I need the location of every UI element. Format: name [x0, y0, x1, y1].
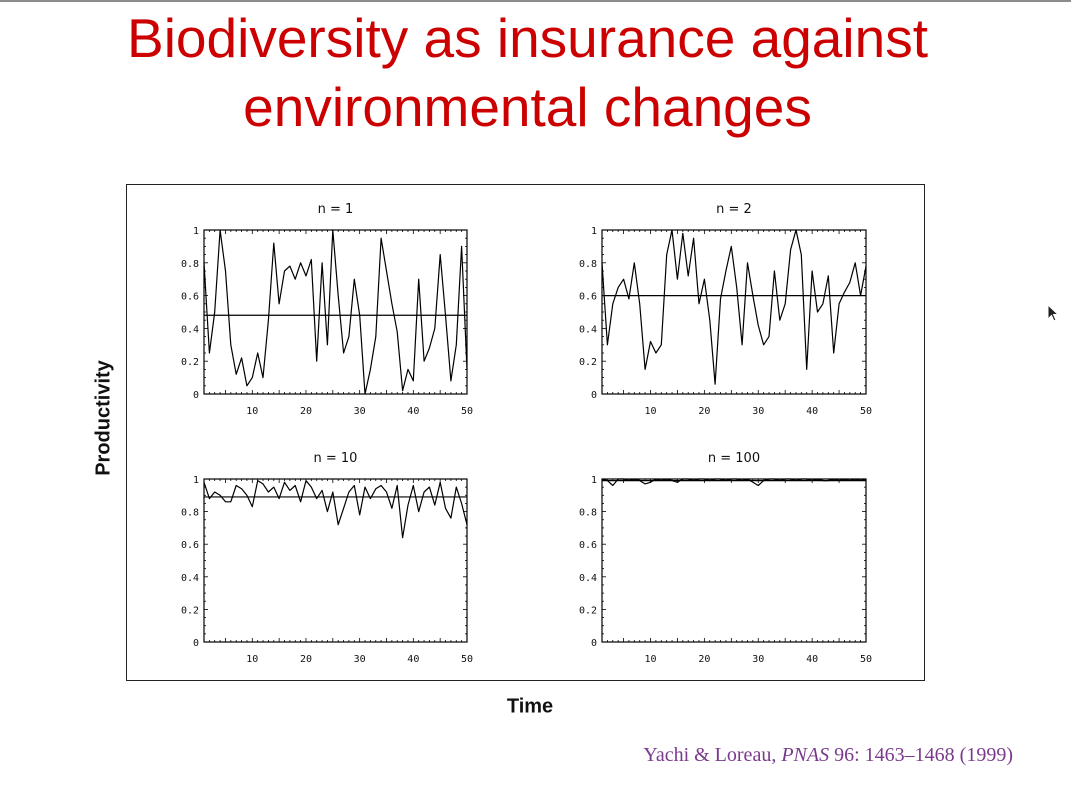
panel-4-y-tick-label: 0.2: [579, 605, 597, 616]
panel-2-frame: [601, 229, 867, 395]
panel-2-x-tick-label: 50: [860, 406, 872, 417]
figure-frame: [126, 184, 925, 681]
panel-2-x-tick-label: 20: [698, 406, 710, 417]
citation-authors: Yachi & Loreau,: [643, 744, 782, 766]
citation: Yachi & Loreau, PNAS 96: 1463–1468 (1999…: [643, 744, 1013, 767]
panel-2-y-tick-label: 0.4: [579, 324, 597, 335]
panel-2-y-tick-label: 1: [591, 226, 597, 237]
panel-1-title: n = 1: [318, 202, 354, 217]
panel-3-y-tick-label: 0.4: [181, 573, 199, 584]
panel-2-x-tick-label: 10: [644, 406, 656, 417]
panel-4-frame: [601, 478, 867, 643]
panel-1-x-tick-label: 40: [407, 406, 419, 417]
slide-title-line-2: environmental changes: [243, 76, 812, 138]
panel-4-title: n = 100: [708, 451, 760, 466]
panel-2-y-tick-label: 0.2: [579, 357, 597, 368]
panel-3-y-tick-label: 0.6: [181, 540, 199, 551]
panel-3-y-tick-label: 0.2: [181, 605, 199, 616]
panel-1-y-tick-label: 0: [193, 390, 199, 401]
panel-1-x-tick-label: 50: [461, 406, 473, 417]
panel-3-frame: [203, 478, 468, 643]
panel-1-y-tick-label: 0.6: [181, 292, 199, 303]
x-axis-label: Time: [506, 695, 554, 718]
panel-4-x-tick-label: 10: [644, 654, 656, 665]
panel-4-x-tick-label: 50: [860, 654, 872, 665]
citation-journal: PNAS: [781, 744, 830, 766]
panel-1-x-tick-label: 10: [246, 406, 258, 417]
panel-2-x-tick-label: 40: [806, 406, 818, 417]
panel-4-y-tick-label: 0.4: [579, 573, 597, 584]
panel-3-y-tick-label: 0: [193, 638, 199, 649]
panel-1-x-tick-label: 30: [354, 406, 366, 417]
panel-1-y-tick-label: 0.4: [181, 324, 199, 335]
panel-4-x-tick-label: 20: [698, 654, 710, 665]
panel-1-y-tick-label: 0.2: [181, 357, 199, 368]
mouse-cursor-icon: [1047, 304, 1060, 322]
panel-4-y-tick-label: 0.6: [579, 540, 597, 551]
panel-2-y-tick-label: 0.6: [579, 292, 597, 303]
panel-2-x-tick-label: 30: [752, 406, 764, 417]
panel-1-y-tick-label: 1: [193, 226, 199, 237]
panel-2-title: n = 2: [716, 202, 752, 217]
panel-3-x-tick-label: 40: [407, 654, 419, 665]
panel-3-x-tick-label: 50: [461, 654, 473, 665]
panel-2-y-tick-label: 0: [591, 390, 597, 401]
panel-3-y-tick-label: 1: [193, 475, 199, 486]
panel-2-y-tick-label: 0.8: [579, 259, 597, 270]
panel-4-x-tick-label: 40: [806, 654, 818, 665]
panel-3-x-tick-label: 10: [246, 654, 258, 665]
top-border: [0, 0, 1071, 2]
panel-3-x-tick-label: 30: [354, 654, 366, 665]
panel-3-y-tick-label: 0.8: [181, 508, 199, 519]
panel-4-x-tick-label: 30: [752, 654, 764, 665]
citation-details: 96: 1463–1468 (1999): [829, 744, 1013, 766]
panel-4-y-tick-label: 0: [591, 638, 597, 649]
y-axis-label: Productivity: [92, 360, 115, 476]
panel-3-x-tick-label: 20: [300, 654, 312, 665]
panel-3-series-line: [203, 480, 468, 539]
panel-1-y-tick-label: 0.8: [181, 259, 199, 270]
panel-3-title: n = 10: [314, 451, 358, 466]
panel-2-series-line: [601, 229, 867, 385]
panel-4-series-line: [601, 478, 867, 487]
slide-title-line-1: Biodiversity as insurance against: [127, 7, 928, 69]
panel-1-x-tick-label: 20: [300, 406, 312, 417]
panel-4-y-tick-label: 0.8: [579, 508, 597, 519]
slide-title: Biodiversity as insurance against enviro…: [0, 4, 1055, 142]
panel-4-y-tick-label: 1: [591, 475, 597, 486]
panel-1-series-line: [203, 229, 468, 395]
